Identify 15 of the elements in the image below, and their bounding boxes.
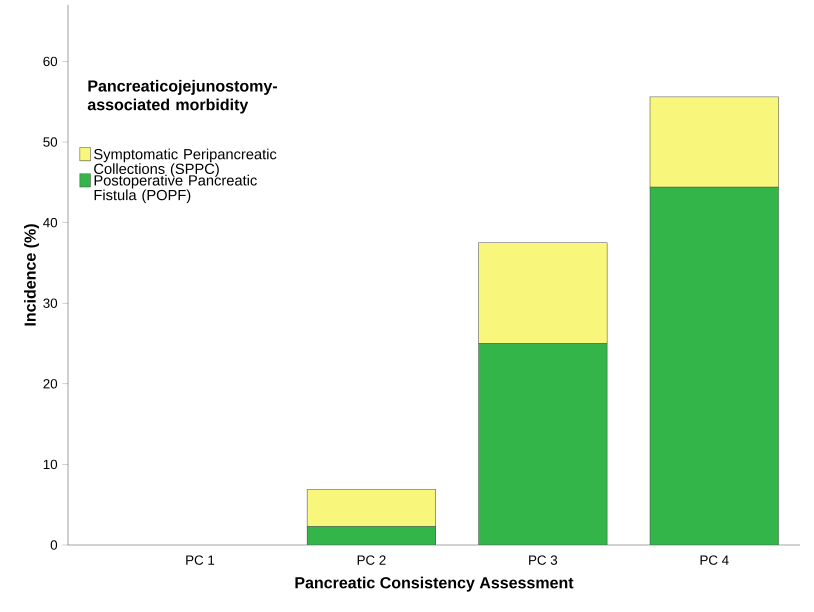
x-tick-label: PC 2 bbox=[358, 555, 386, 565]
y-tick-label: 0 bbox=[50, 540, 58, 550]
legend-title: Pancreaticojejunostomy-associated morbidity bbox=[88, 80, 277, 114]
y-tick-label: 40 bbox=[43, 218, 58, 228]
y-tick-label: 60 bbox=[43, 56, 58, 66]
y-tick-label: 10 bbox=[44, 460, 58, 470]
y-tick-label: 30 bbox=[43, 298, 58, 308]
x-axis-title: Pancreatic Consistency Assessment bbox=[295, 576, 574, 592]
y-tick-label: 50 bbox=[43, 137, 58, 147]
x-tick-label: PC 3 bbox=[529, 555, 558, 565]
legend-label: Postoperative Pancreatic Fistula (POPF) bbox=[94, 174, 257, 204]
y-axis-title: Incidence (%) bbox=[24, 224, 39, 326]
x-tick-label: PC 4 bbox=[700, 555, 729, 565]
y-tick-label: 20 bbox=[43, 379, 58, 389]
x-tick-label: PC 1 bbox=[186, 555, 214, 565]
